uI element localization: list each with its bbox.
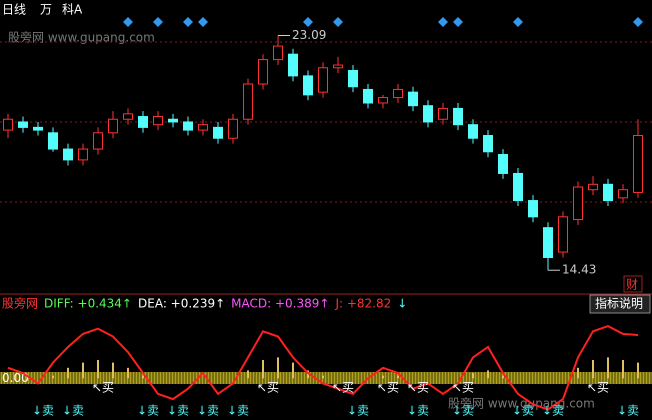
candle-body: [63, 148, 73, 161]
sell-signal: ↓卖: [542, 404, 564, 418]
signal-diamond: [303, 17, 313, 27]
sell-signal: ↓卖: [227, 404, 249, 418]
indicator-button[interactable]: [589, 294, 651, 314]
candle-body: [438, 107, 448, 120]
candle-body: [318, 67, 328, 93]
signal-diamond: [513, 17, 523, 27]
sell-signal: ↓卖: [167, 404, 189, 418]
legend-item: MACD: +0.389↑: [231, 297, 329, 311]
candle-body: [123, 113, 133, 120]
signal-diamond: [453, 17, 463, 27]
candle-body: [78, 148, 88, 161]
candle-body: [198, 124, 208, 131]
sell-signal: ↓卖: [617, 404, 639, 418]
candle-body: [108, 118, 118, 134]
candle-body: [588, 183, 598, 191]
candle-body: [288, 53, 298, 77]
candle-body: [543, 227, 553, 258]
candle-body: [258, 59, 268, 85]
period: 日线: [2, 3, 26, 17]
candle-body: [573, 186, 583, 221]
stock-name: 科A: [62, 3, 83, 17]
buy-signal: ↖买: [257, 381, 279, 395]
candle-body: [348, 69, 358, 88]
sell-signal: ↓卖: [347, 404, 369, 418]
watermark: 股旁网 www.gupang.com: [8, 30, 155, 45]
sell-signal: ↓卖: [407, 404, 429, 418]
candle-body: [528, 200, 538, 218]
sell-signal: ↓卖: [197, 404, 219, 418]
buy-signal: ↖买: [407, 381, 429, 395]
candle-body: [3, 118, 13, 131]
sell-signal: ↓卖: [32, 404, 54, 418]
candle-body: [498, 153, 508, 174]
buy-signal: ↖买: [587, 381, 609, 395]
signal-diamond: [198, 17, 208, 27]
candle-body: [213, 126, 223, 139]
candle-body: [333, 64, 343, 69]
candle-body: [513, 172, 523, 202]
buy-signal: ↖买: [332, 381, 354, 395]
candle-body: [453, 107, 463, 126]
annotation: 23.09: [292, 28, 326, 42]
signal-diamond: [153, 17, 163, 27]
y-tick-label: 0.00: [2, 371, 29, 385]
legend-item: ↓: [397, 297, 407, 311]
candle-body: [423, 105, 433, 123]
candle-body: [378, 97, 388, 104]
candle-body: [168, 118, 178, 123]
weight: 万: [40, 3, 52, 17]
candle-body: [48, 132, 58, 150]
legend-item: DIFF: +0.434↑: [44, 297, 132, 311]
signal-diamond: [633, 17, 643, 27]
sell-signal: ↓卖: [137, 404, 159, 418]
sell-signal: ↓卖: [452, 404, 474, 418]
candle-body: [183, 121, 193, 131]
finance-box: [623, 275, 643, 293]
annotation: 14.43: [562, 263, 596, 277]
candle-body: [633, 135, 643, 193]
legend-item: 股旁网: [2, 296, 38, 311]
candle-body: [558, 216, 568, 253]
candle-body: [363, 88, 373, 104]
candle-body: [33, 126, 43, 131]
candle-body: [18, 121, 28, 128]
candle-body: [483, 135, 493, 153]
sell-signal: ↓卖: [62, 404, 84, 418]
buy-signal: ↖买: [377, 381, 399, 395]
watermark: 股旁网 www.gupang.com: [448, 396, 595, 411]
indicator-button-label[interactable]: 指标说明: [595, 296, 643, 311]
candle-body: [273, 45, 283, 61]
candle-body: [603, 183, 613, 202]
signal-diamond: [333, 17, 343, 27]
candle-body: [228, 118, 238, 139]
candle-body: [303, 75, 313, 96]
legend-item: J: +82.82: [334, 297, 391, 311]
buy-signal: ↖买: [452, 381, 474, 395]
candle-body: [93, 132, 103, 150]
buy-signal: ↖买: [92, 381, 114, 395]
legend-item: DEA: +0.239↑: [138, 297, 225, 311]
signal-diamond: [123, 17, 133, 27]
candle-body: [138, 116, 148, 128]
signal-diamond: [183, 17, 193, 27]
candle-body: [408, 91, 418, 107]
candle-body: [153, 116, 163, 126]
candle-body: [618, 189, 628, 199]
signal-diamond: [438, 17, 448, 27]
sell-signal: ↓卖: [512, 404, 534, 418]
finance: 财: [626, 278, 638, 292]
candle-body: [393, 88, 403, 99]
candle-body: [468, 124, 478, 139]
j-line: [7, 325, 639, 411]
candle-body: [243, 83, 253, 120]
